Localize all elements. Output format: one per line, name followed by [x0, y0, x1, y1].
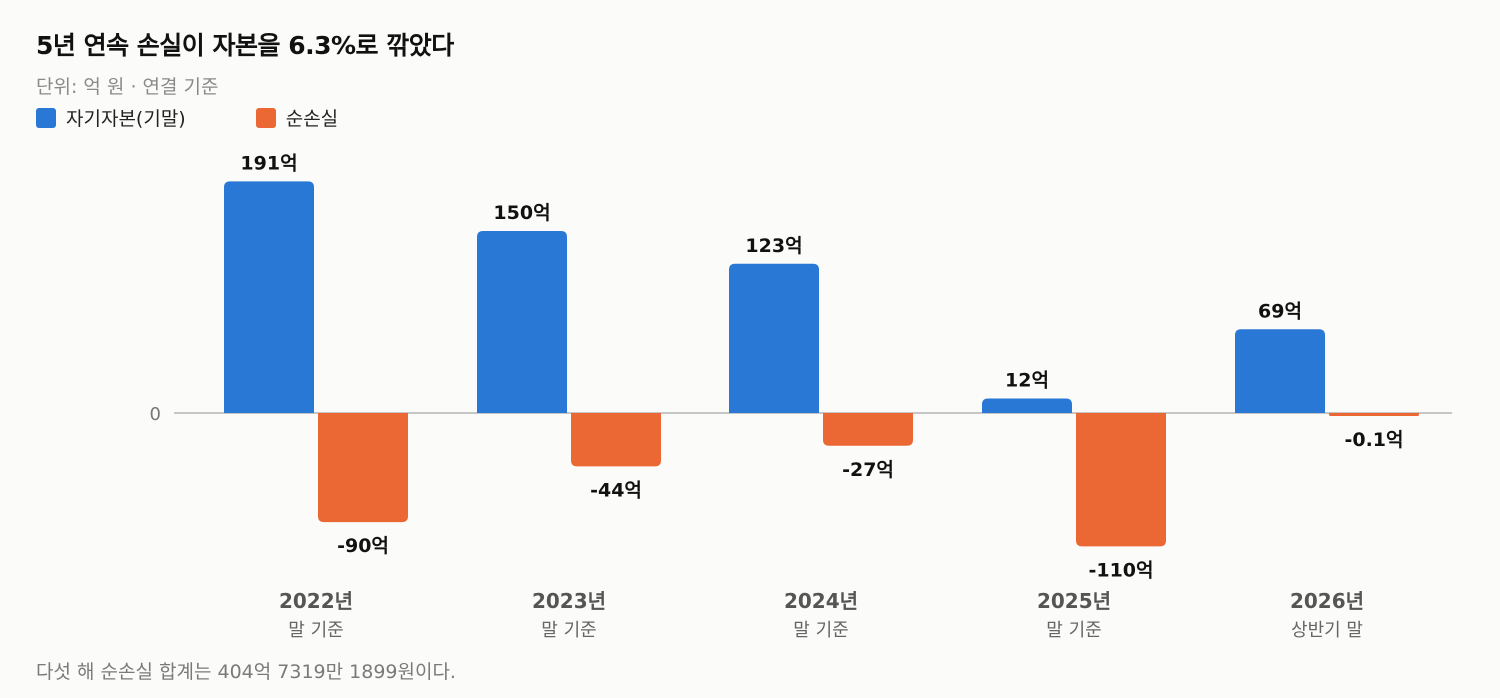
net-loss-data-label: -27억: [842, 459, 894, 481]
x-category-label: 2022년: [279, 589, 353, 613]
net-loss-data-label: -110억: [1088, 559, 1153, 581]
x-category-label: 2023년: [532, 589, 606, 613]
equity-data-label: 191억: [240, 152, 297, 174]
net-loss-data-label: -90억: [337, 535, 389, 557]
equity-bar: [729, 263, 819, 413]
legend-swatch-net-loss: [255, 107, 276, 128]
legend-item-equity: 자기자본(기말): [36, 104, 186, 131]
x-category-sublabel: 상반기 말: [1291, 620, 1363, 641]
x-category-sublabel: 말 기준: [541, 620, 596, 641]
net-loss-bar: [1076, 413, 1166, 547]
y-tick-label: 0: [150, 404, 161, 425]
chart-subtitle: 단위: 억 원 · 연결 기준: [36, 76, 219, 98]
equity-data-label: 69억: [1258, 300, 1302, 322]
legend: 자기자본(기말) 순손실: [36, 104, 338, 131]
equity-bar: [477, 231, 567, 413]
legend-label-equity: 자기자본(기말): [66, 108, 186, 130]
equity-data-label: 123억: [745, 235, 802, 257]
equity-bar: [224, 181, 314, 413]
legend-swatch-equity: [36, 107, 56, 128]
x-category-sublabel: 말 기준: [1046, 620, 1101, 641]
x-category-label: 2025년: [1037, 589, 1111, 613]
net-loss-data-label: -44억: [590, 479, 642, 501]
x-category-sublabel: 말 기준: [793, 620, 848, 641]
legend-label-net-loss: 순손실: [285, 108, 339, 130]
net-loss-bar: [823, 413, 913, 446]
x-category-label: 2026년: [1290, 589, 1364, 613]
x-category-label: 2024년: [784, 589, 858, 613]
chart-title: 5년 연속 손실이 자본을 6.3%로 깎았다: [36, 31, 454, 60]
x-category-sublabel: 말 기준: [288, 620, 343, 641]
equity-data-label: 12억: [1005, 369, 1049, 391]
equity-data-label: 150억: [493, 202, 550, 224]
net-loss-bar: [1329, 413, 1419, 416]
equity-bar: [982, 398, 1072, 413]
chart-footnote: 다섯 해 순손실 합계는 404억 7319만 1899원이다.: [36, 661, 456, 683]
net-loss-bar: [318, 413, 408, 523]
equity-bar: [1235, 329, 1325, 413]
net-loss-data-label: -0.1억: [1344, 429, 1403, 451]
net-loss-bar: [571, 413, 661, 467]
legend-item-net-loss: 순손실: [255, 104, 339, 131]
